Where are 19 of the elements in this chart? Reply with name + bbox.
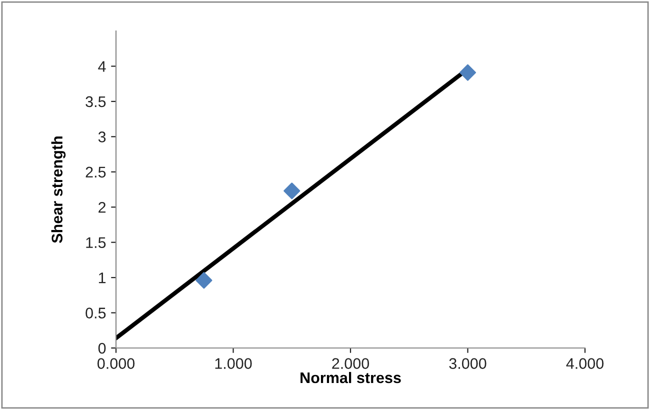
y-tick-label: 3.5 bbox=[86, 96, 106, 108]
x-tick-label: 0.000 bbox=[97, 358, 135, 369]
y-tick-label: 1 bbox=[98, 272, 106, 284]
y-axis-title: Shear strength bbox=[51, 136, 66, 243]
y-tick-label: 2.5 bbox=[86, 166, 106, 178]
x-tick-label: 4.000 bbox=[566, 358, 604, 369]
x-tick-label: 1.000 bbox=[215, 358, 252, 369]
y-tick-label: 2 bbox=[98, 202, 106, 213]
point bbox=[459, 64, 476, 81]
y-tick-label: 1.5 bbox=[86, 237, 106, 248]
x-axis-title: Normal stress bbox=[300, 372, 401, 384]
x-tick-label: 2.000 bbox=[332, 358, 370, 369]
point bbox=[196, 272, 212, 289]
y-tick-label: 0.5 bbox=[86, 308, 106, 318]
y-tick-label: 4 bbox=[98, 61, 106, 72]
point bbox=[284, 182, 300, 200]
y-tick-label: 3 bbox=[98, 132, 106, 142]
x-tick-label: 3.000 bbox=[449, 358, 486, 369]
y-tick-label: 0 bbox=[98, 342, 106, 354]
